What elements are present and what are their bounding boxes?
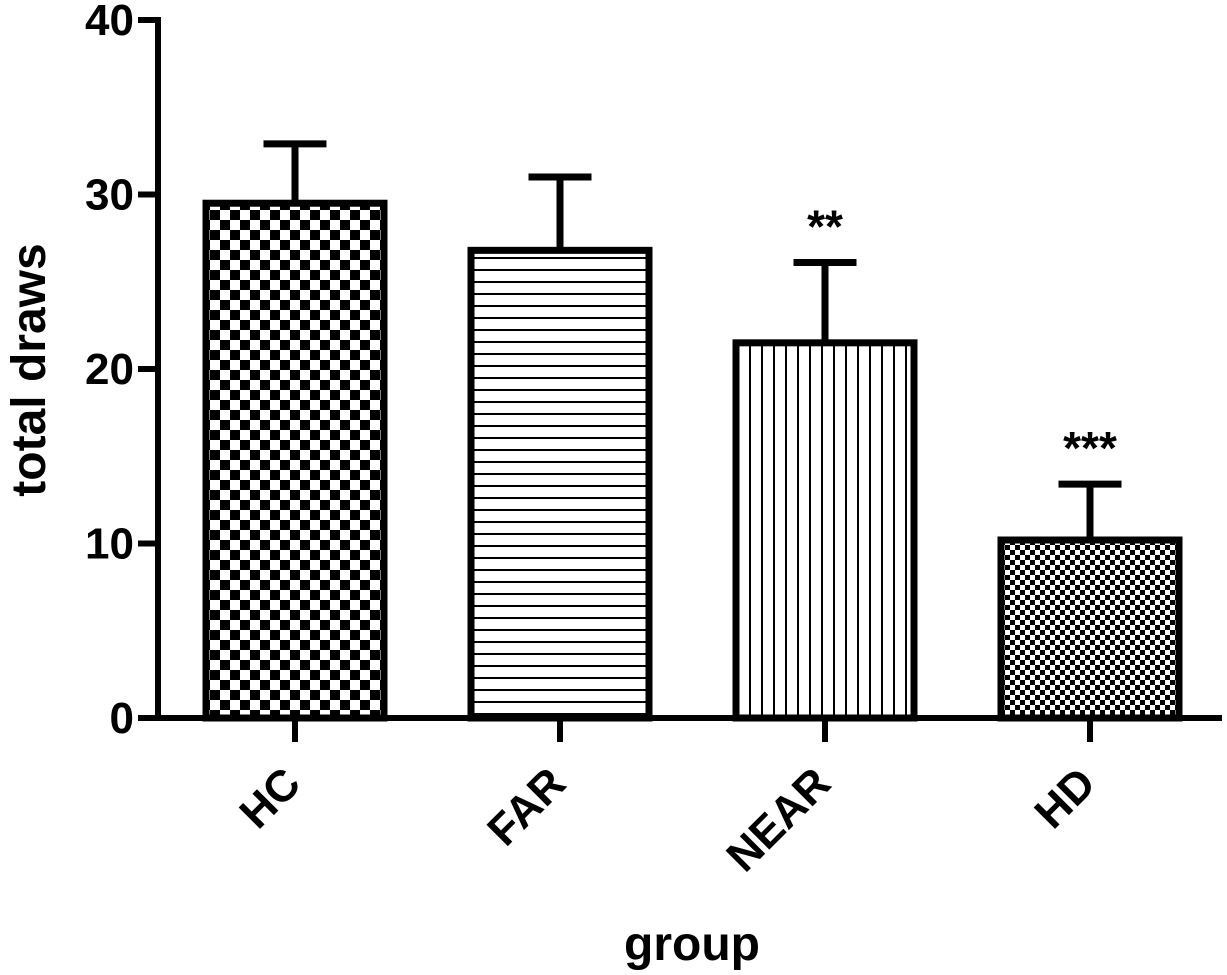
y-tick-label-0: 0 <box>110 694 134 743</box>
significance-label-hd: *** <box>1063 422 1117 474</box>
y-tick-label-20: 20 <box>85 345 134 394</box>
x-tick-label-near: NEAR <box>717 758 840 881</box>
y-axis-title: total draws <box>3 243 56 496</box>
x-tick-label-hc: HC <box>230 758 310 838</box>
y-tick-label-30: 30 <box>85 171 134 220</box>
bar-hd <box>997 536 1183 722</box>
plot-area: HC FAR ** NEAR *** HD 0 10 20 30 40 <box>85 0 1222 881</box>
bar-far <box>467 246 653 722</box>
bar-hc <box>202 199 388 722</box>
x-axis-title: group <box>624 918 760 971</box>
x-tick-label-far: FAR <box>478 758 575 855</box>
bar-near <box>732 339 918 722</box>
x-tick-label-hd: HD <box>1025 758 1105 838</box>
y-tick-label-10: 10 <box>85 520 134 569</box>
significance-label-near: ** <box>807 201 843 253</box>
y-tick-label-40: 40 <box>85 0 134 45</box>
